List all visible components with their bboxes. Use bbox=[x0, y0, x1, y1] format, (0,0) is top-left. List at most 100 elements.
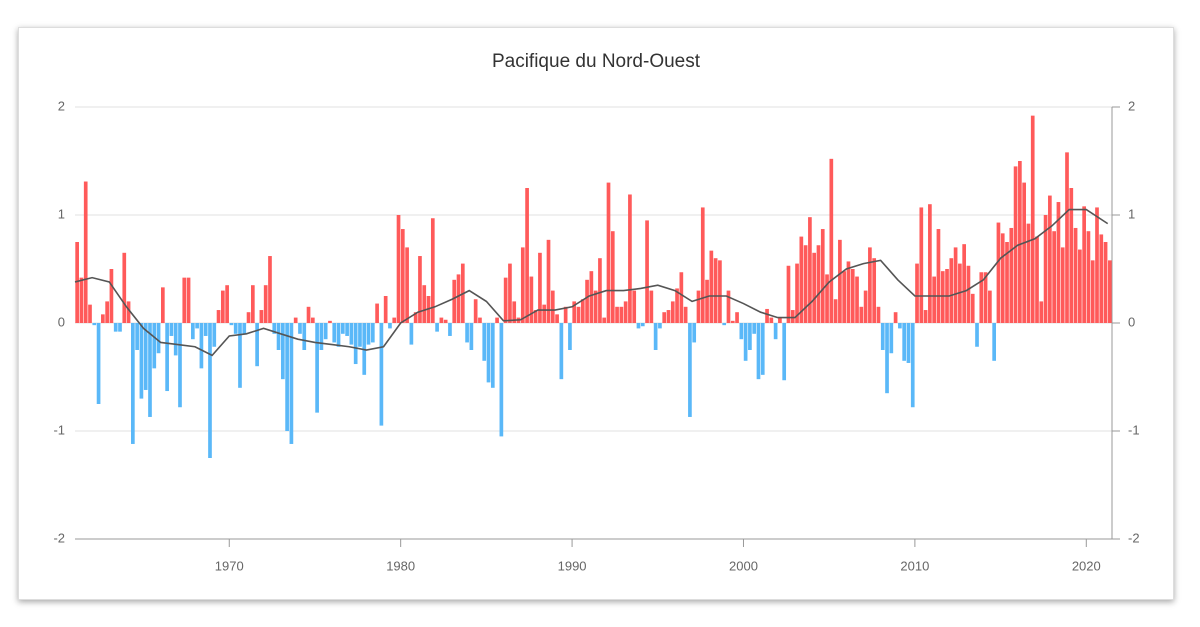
bar bbox=[902, 323, 907, 361]
bar bbox=[923, 310, 928, 323]
bar bbox=[358, 323, 362, 347]
bar bbox=[520, 247, 525, 323]
bar bbox=[679, 272, 684, 323]
bar bbox=[568, 323, 572, 350]
bar bbox=[765, 308, 769, 323]
bar bbox=[782, 323, 787, 381]
bar bbox=[1039, 301, 1044, 323]
bar bbox=[970, 293, 975, 323]
bar bbox=[225, 285, 229, 323]
bar bbox=[452, 279, 457, 323]
bar bbox=[1052, 231, 1056, 323]
bar bbox=[499, 323, 504, 437]
bar bbox=[910, 323, 915, 408]
x-tick-label: 1980 bbox=[386, 558, 415, 573]
bar bbox=[563, 306, 568, 323]
x-tick-label: 1970 bbox=[215, 558, 244, 573]
bar bbox=[310, 317, 315, 323]
bar bbox=[820, 229, 825, 323]
bar bbox=[662, 312, 667, 323]
bar bbox=[486, 323, 491, 383]
bar bbox=[512, 301, 517, 323]
bar bbox=[400, 229, 405, 323]
bar bbox=[953, 247, 958, 323]
bar bbox=[178, 323, 182, 408]
bar bbox=[306, 306, 311, 323]
bar bbox=[632, 290, 637, 323]
bar bbox=[863, 290, 868, 323]
bar bbox=[1000, 233, 1005, 323]
bar bbox=[919, 207, 924, 323]
bar bbox=[525, 188, 529, 323]
bar bbox=[808, 217, 812, 323]
bar bbox=[1073, 227, 1078, 323]
bar bbox=[165, 323, 169, 392]
bar bbox=[276, 323, 281, 350]
bar bbox=[259, 310, 264, 323]
bar bbox=[602, 317, 607, 323]
bar bbox=[229, 323, 234, 326]
bar bbox=[872, 258, 877, 323]
bar bbox=[263, 285, 268, 323]
bar bbox=[1056, 202, 1061, 323]
bar bbox=[1069, 188, 1074, 323]
bar bbox=[996, 222, 1001, 323]
y-tick-label: 2 bbox=[58, 98, 65, 113]
bar bbox=[1009, 227, 1014, 323]
bar bbox=[289, 323, 294, 444]
bar bbox=[465, 323, 469, 343]
bar bbox=[212, 323, 217, 347]
bar bbox=[786, 265, 791, 323]
bar bbox=[966, 265, 971, 323]
bar bbox=[585, 279, 589, 323]
bar bbox=[182, 277, 187, 323]
bar bbox=[842, 271, 847, 323]
bar bbox=[443, 319, 448, 323]
bar bbox=[1065, 152, 1069, 323]
bar bbox=[829, 158, 834, 323]
bar bbox=[101, 314, 105, 323]
chart-title: Pacifique du Nord-Ouest bbox=[492, 51, 701, 72]
bar bbox=[161, 287, 165, 323]
bar bbox=[833, 299, 838, 323]
x-tick-label: 2000 bbox=[729, 558, 758, 573]
bar bbox=[285, 323, 289, 431]
bar bbox=[1043, 215, 1048, 323]
bar bbox=[456, 274, 461, 323]
bar bbox=[418, 256, 422, 323]
bar bbox=[645, 220, 649, 323]
bar bbox=[619, 306, 624, 323]
bar bbox=[366, 323, 371, 345]
bar bbox=[1090, 260, 1095, 323]
bar bbox=[606, 182, 611, 323]
bar bbox=[773, 323, 778, 340]
bar bbox=[169, 323, 174, 336]
bar bbox=[666, 310, 671, 323]
bar bbox=[370, 323, 375, 343]
bar bbox=[778, 317, 782, 323]
bar bbox=[1022, 182, 1026, 323]
bar bbox=[628, 194, 632, 323]
bar bbox=[280, 323, 285, 380]
bar bbox=[790, 310, 795, 323]
bar bbox=[186, 277, 191, 323]
bar bbox=[478, 317, 482, 323]
bar bbox=[1035, 236, 1039, 323]
bar bbox=[83, 181, 88, 323]
bar bbox=[555, 314, 559, 323]
bar bbox=[490, 323, 495, 388]
bar bbox=[375, 303, 379, 323]
bar bbox=[430, 218, 435, 323]
bar bbox=[1095, 207, 1099, 323]
bar bbox=[640, 323, 645, 327]
bar bbox=[709, 250, 714, 323]
bar bbox=[96, 323, 101, 404]
bar bbox=[131, 323, 135, 444]
bar bbox=[670, 301, 675, 323]
bar bbox=[846, 261, 851, 323]
bar bbox=[838, 239, 842, 323]
bar bbox=[250, 285, 255, 323]
bar bbox=[559, 323, 564, 380]
bar bbox=[893, 312, 898, 323]
bar bbox=[799, 236, 804, 323]
